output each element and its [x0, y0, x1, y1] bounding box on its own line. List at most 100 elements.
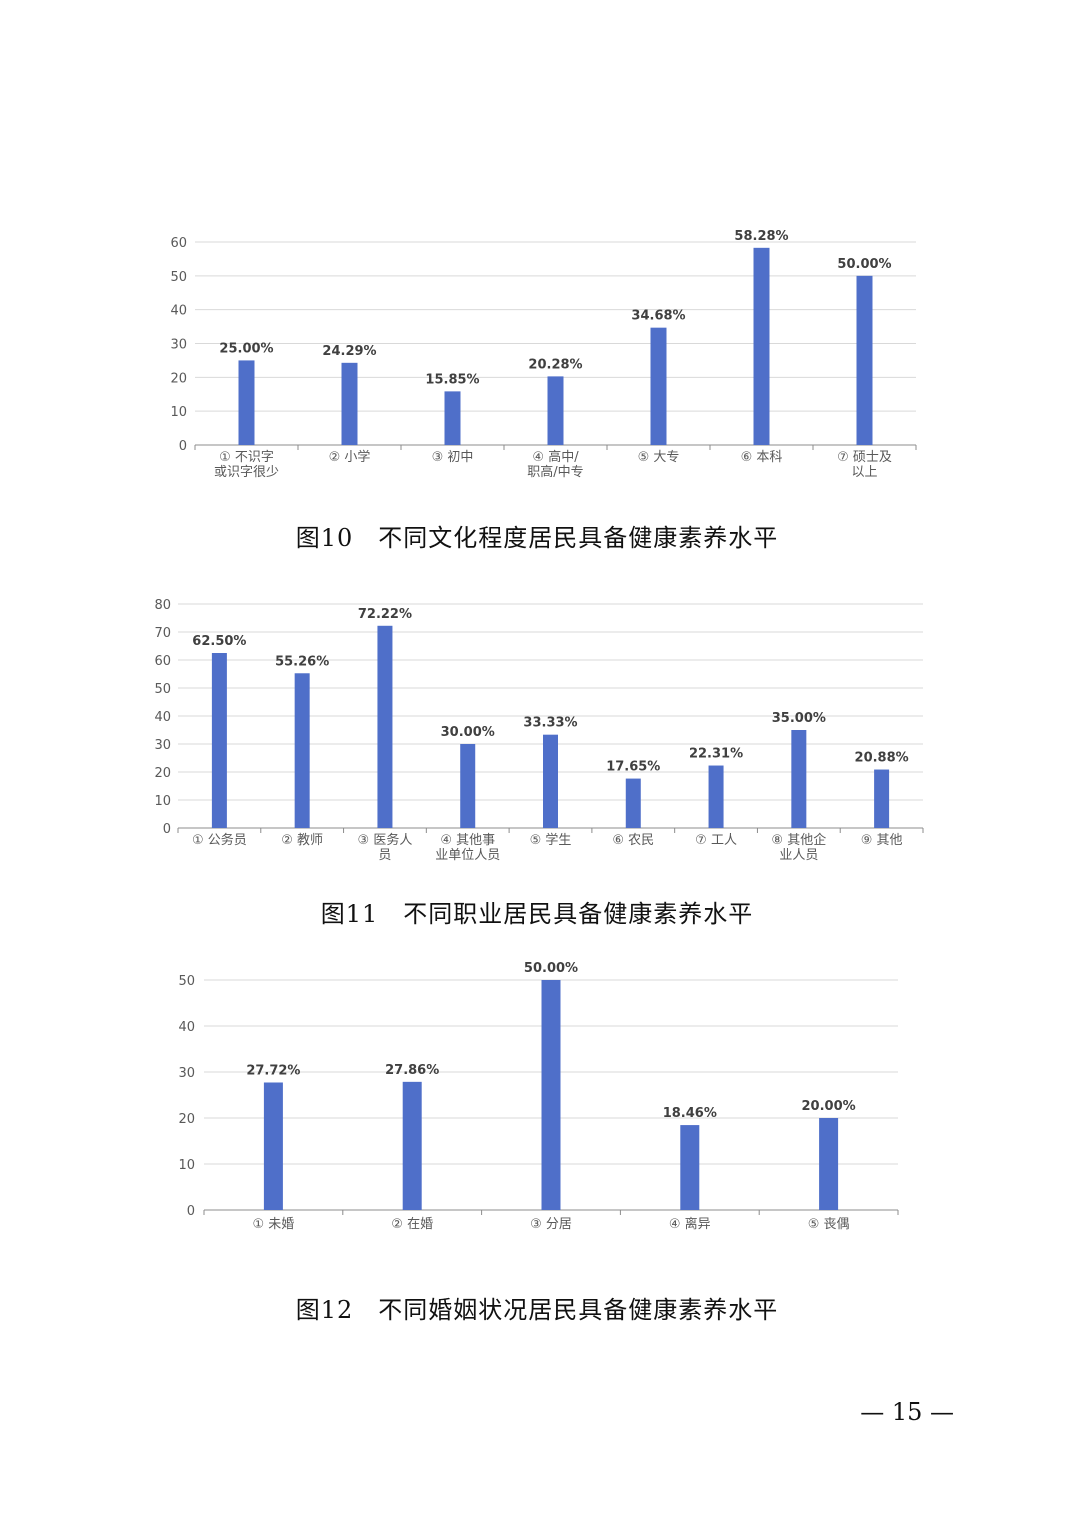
bar — [460, 744, 476, 828]
x-tick-label: ② 小学 — [329, 449, 371, 465]
x-tick-label-line: ⑤ 大专 — [638, 450, 680, 465]
bar — [708, 765, 724, 828]
x-tick-label-line: 职高/中专 — [527, 464, 583, 480]
y-tick-label: 40 — [170, 304, 187, 319]
x-tick-label: ③ 分居 — [530, 1217, 572, 1232]
y-tick-label: 0 — [187, 1204, 195, 1219]
chart-education: 0 10 20 30 40 50 60 25.00% ① 不识字或识字很少 24.29% ② 小学 1… — [0, 220, 1074, 490]
x-tick-label: ⑦ 工人 — [695, 833, 737, 848]
x-tick-label-line: 员 — [378, 848, 391, 863]
data-label: 20.88% — [855, 751, 909, 766]
x-tick-label-line: ⑦ 硕士及 — [837, 450, 892, 465]
x-tick-label: ⑤ 丧偶 — [808, 1217, 850, 1232]
data-label: 20.28% — [528, 357, 582, 372]
y-tick-label: 30 — [154, 738, 171, 753]
y-tick-label: 30 — [170, 338, 187, 353]
bar — [377, 625, 393, 828]
data-label: 72.22% — [358, 607, 412, 622]
bar — [211, 653, 227, 828]
data-label: 33.33% — [523, 716, 577, 731]
x-tick-label: ① 不识字或识字很少 — [214, 450, 279, 480]
data-label: 30.00% — [441, 725, 495, 740]
y-tick-label: 10 — [170, 405, 187, 420]
data-label: 35.00% — [772, 711, 826, 726]
x-tick-label-line: ③ 初中 — [432, 450, 474, 465]
bar — [819, 1118, 839, 1210]
x-tick-label-line: ④ 离异 — [669, 1216, 711, 1232]
x-tick-label-line: ⑥ 农民 — [612, 833, 654, 848]
bar — [402, 1081, 422, 1210]
x-tick-label: ① 未婚 — [253, 1217, 295, 1232]
x-tick-label-line: ② 小学 — [329, 449, 371, 465]
data-label: 18.46% — [663, 1106, 717, 1121]
x-tick-label-line: ① 不识字 — [219, 450, 274, 465]
x-tick-label-line: ③ 医务人 — [358, 832, 413, 848]
x-tick-label-line: ① 未婚 — [253, 1217, 295, 1232]
data-label: 20.00% — [802, 1099, 856, 1114]
data-label: 34.68% — [631, 309, 685, 324]
x-tick-label-line: ⑦ 工人 — [695, 833, 737, 848]
bar — [680, 1125, 700, 1210]
data-label: 24.29% — [322, 344, 376, 359]
data-label: 22.31% — [689, 747, 743, 762]
bar — [791, 730, 807, 828]
caption-fig12: 图12 不同婚姻状况居民具备健康素养水平 — [295, 1296, 779, 1324]
data-label: 25.00% — [219, 341, 273, 356]
x-tick-label: ① 公务员 — [192, 832, 247, 848]
data-label: 50.00% — [524, 961, 578, 976]
page-number: — 15 — — [860, 1398, 954, 1426]
x-tick-label: ④ 其他事业单位人员 — [435, 833, 500, 863]
x-tick-label-line: ② 在婚 — [391, 1217, 433, 1232]
x-tick-label-line: ① 公务员 — [192, 832, 247, 848]
y-tick-label: 50 — [170, 270, 187, 285]
chart-occupation-svg: 0 10 20 30 40 50 60 70 80 62.50% ① 公务员 55.26% ② 教师 72… — [154, 598, 924, 863]
caption-fig10: 图10 不同文化程度居民具备健康素养水平 — [295, 524, 779, 552]
chart-education-svg: 0 10 20 30 40 50 60 25.00% ① 不识字或识字很少 24.29% ② 小学 1… — [170, 229, 917, 480]
x-tick-label: ③ 初中 — [432, 450, 474, 465]
bar — [625, 778, 641, 828]
y-tick-label: 60 — [154, 654, 171, 669]
y-tick-label: 0 — [163, 822, 171, 837]
bar — [547, 376, 564, 445]
data-label: 55.26% — [275, 654, 329, 669]
bar — [753, 247, 770, 445]
chart-occupation: 0 10 20 30 40 50 60 70 80 62.50% ① 公务员 55.26% ② 教师 72… — [0, 592, 1074, 872]
y-tick-label: 40 — [178, 1020, 195, 1035]
caption-fig11: 图11 不同职业居民具备健康素养水平 — [320, 900, 754, 928]
x-tick-label: ⑥ 本科 — [741, 450, 783, 465]
data-label: 27.86% — [385, 1063, 439, 1078]
x-tick-label: ④ 高中/职高/中专 — [527, 449, 583, 480]
y-tick-label: 50 — [154, 682, 171, 697]
x-tick-label-line: ⑤ 丧偶 — [808, 1217, 850, 1232]
bar — [543, 734, 558, 828]
y-tick-label: 30 — [178, 1066, 195, 1081]
bar — [263, 1082, 283, 1210]
x-tick-label-line: ④ 其他事 — [440, 833, 495, 848]
bar — [541, 980, 561, 1210]
x-tick-label-line: ④ 高中/ — [532, 449, 579, 465]
bar — [294, 673, 310, 828]
y-tick-label: 20 — [170, 371, 187, 386]
x-tick-label: ⑨ 其他 — [861, 833, 903, 848]
x-tick-label-line: ⑥ 本科 — [741, 450, 783, 465]
bar — [650, 327, 667, 445]
bar — [444, 391, 461, 445]
y-tick-label: 10 — [178, 1158, 195, 1173]
x-tick-label: ⑤ 学生 — [530, 832, 572, 848]
x-tick-label: ② 教师 — [281, 832, 323, 848]
y-tick-label: 60 — [170, 236, 187, 251]
data-label: 50.00% — [837, 257, 891, 272]
x-tick-label: ④ 离异 — [669, 1216, 711, 1232]
x-tick-label-line: ② 教师 — [281, 832, 323, 848]
x-tick-label-line: 业单位人员 — [435, 848, 500, 863]
y-tick-label: 40 — [154, 710, 171, 725]
x-tick-label-line: ⑤ 学生 — [530, 832, 572, 848]
y-tick-label: 50 — [178, 974, 195, 989]
x-tick-label: ② 在婚 — [391, 1217, 433, 1232]
y-tick-label: 20 — [154, 766, 171, 781]
x-tick-label: ③ 医务人员 — [358, 832, 413, 863]
x-tick-label-line: 以上 — [851, 465, 877, 480]
x-tick-label-line: ⑧ 其他企 — [771, 832, 826, 848]
data-label: 17.65% — [606, 760, 660, 775]
data-label: 62.50% — [192, 634, 246, 649]
